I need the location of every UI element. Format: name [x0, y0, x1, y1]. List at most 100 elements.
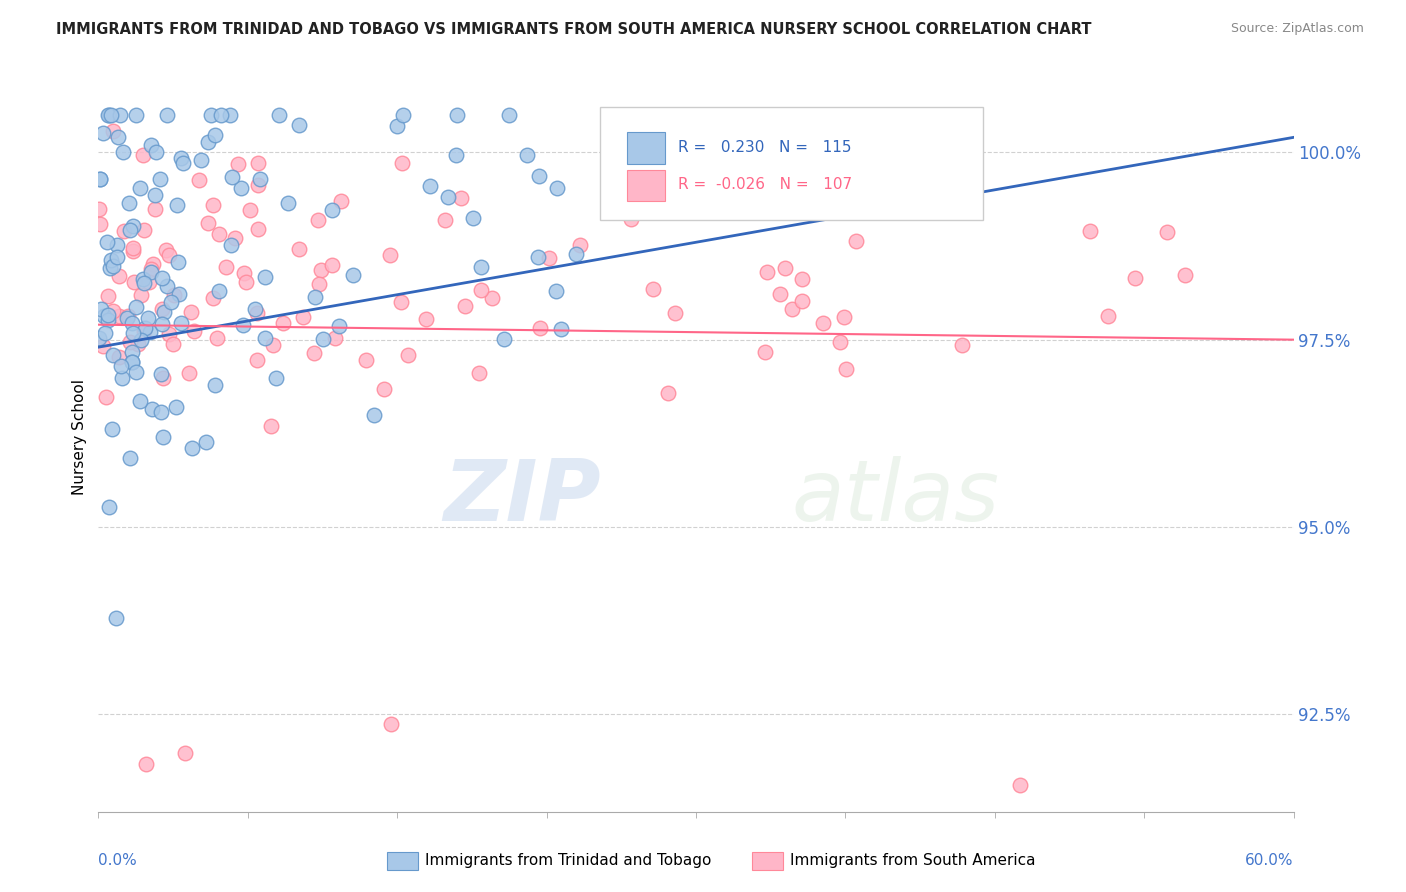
Point — [156, 108, 179, 122]
Point — [132, 276, 155, 290]
Text: 0.0%: 0.0% — [98, 853, 138, 868]
Point — [433, 213, 456, 227]
Point — [141, 402, 163, 417]
Point — [828, 335, 851, 350]
FancyBboxPatch shape — [600, 107, 983, 219]
Point — [380, 247, 402, 261]
Point — [516, 148, 538, 162]
Point — [122, 275, 145, 289]
Point — [755, 265, 778, 279]
Point — [208, 285, 231, 299]
Point — [780, 302, 803, 317]
Point — [1097, 310, 1119, 324]
Y-axis label: Nursery School: Nursery School — [72, 379, 87, 495]
Point — [277, 196, 299, 211]
Point — [330, 194, 353, 208]
Point — [309, 263, 332, 277]
Point — [246, 155, 269, 169]
Point — [111, 145, 134, 159]
Point — [129, 181, 152, 195]
Point — [436, 190, 458, 204]
Point — [134, 321, 156, 335]
Point — [160, 295, 183, 310]
Point — [267, 108, 290, 122]
Point — [108, 350, 131, 364]
Point — [385, 120, 408, 134]
Point — [197, 216, 219, 230]
Point — [132, 148, 155, 162]
Point — [229, 180, 252, 194]
Point — [100, 108, 122, 122]
Point — [470, 283, 492, 297]
Point — [260, 419, 283, 434]
Point — [121, 316, 143, 330]
Point — [87, 331, 110, 345]
Point — [363, 408, 385, 422]
Point — [311, 332, 333, 346]
Point — [172, 156, 194, 170]
Point — [356, 353, 378, 368]
Point — [112, 224, 135, 238]
Point — [389, 295, 412, 310]
Point — [321, 258, 343, 272]
FancyBboxPatch shape — [627, 169, 665, 201]
Point — [950, 338, 973, 352]
Point — [444, 148, 467, 162]
Point — [157, 326, 180, 341]
Point — [121, 354, 143, 368]
Text: ZIP: ZIP — [443, 456, 600, 539]
Point — [253, 270, 276, 285]
Point — [177, 367, 200, 381]
Point — [470, 260, 492, 275]
Point — [201, 291, 224, 305]
Point — [100, 253, 122, 268]
Point — [468, 366, 491, 380]
Point — [122, 326, 145, 341]
Point — [224, 231, 246, 245]
Point — [129, 333, 152, 347]
Point — [91, 339, 114, 353]
Point — [246, 222, 269, 236]
Point — [544, 285, 567, 299]
Point — [246, 178, 269, 193]
Point — [143, 188, 166, 202]
Text: R =  -0.026   N =   107: R = -0.026 N = 107 — [678, 178, 852, 192]
Point — [127, 336, 149, 351]
Point — [105, 251, 128, 265]
Point — [246, 306, 269, 320]
Point — [396, 348, 419, 362]
Point — [97, 313, 120, 327]
Point — [550, 322, 572, 336]
Point — [125, 365, 148, 379]
Point — [246, 352, 269, 367]
Point — [157, 248, 180, 262]
Point — [121, 344, 143, 359]
Point — [94, 326, 117, 340]
Point — [167, 287, 190, 301]
Text: 60.0%: 60.0% — [1246, 853, 1294, 868]
Point — [546, 180, 568, 194]
Point — [773, 261, 796, 276]
Point — [565, 246, 588, 260]
Point — [304, 290, 326, 304]
Point — [124, 108, 146, 122]
Point — [101, 348, 124, 362]
Point — [190, 153, 212, 167]
Point — [790, 272, 813, 286]
Point — [239, 202, 262, 217]
Point — [111, 370, 134, 384]
Point — [790, 294, 813, 309]
Point — [90, 301, 112, 316]
Point — [132, 324, 155, 338]
Point — [754, 345, 776, 359]
Point — [209, 108, 232, 122]
Point — [262, 338, 284, 352]
Point — [152, 371, 174, 385]
Point — [97, 108, 120, 122]
Point — [162, 336, 184, 351]
Point — [287, 118, 309, 132]
Point — [768, 286, 790, 301]
Point — [166, 198, 188, 212]
Point — [101, 422, 124, 436]
Point — [529, 321, 551, 335]
